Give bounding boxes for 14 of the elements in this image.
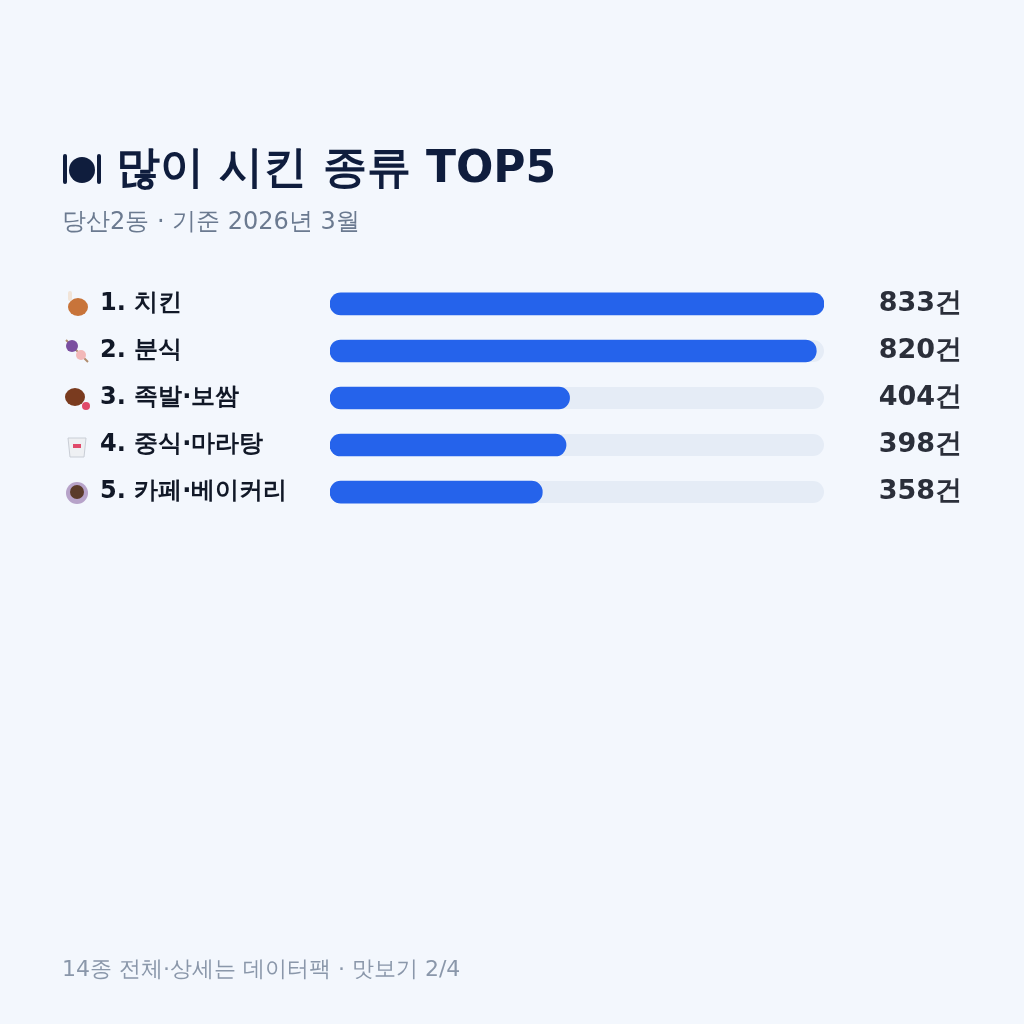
y-tick-label: 4. 중식·마라탕 <box>100 429 264 458</box>
data-label: 833건 <box>878 285 962 317</box>
data-label: 398건 <box>878 427 962 459</box>
text: 14종 전체·상세는 데이터팩 · 맛보기 2/4 <box>62 955 461 983</box>
bar <box>330 339 817 363</box>
y-tick-label: 2. 분식 <box>100 335 183 364</box>
data-label: 358건 <box>878 474 962 506</box>
y-tick-label: 5. 카페·베이커리 <box>100 476 288 505</box>
chart-subtitle: 당산2동 · 기준 2026년 3월 <box>62 206 360 237</box>
y-tick-label: 1. 치킨 <box>100 288 183 317</box>
chart-title: 많이 시킨 종류 TOP5 <box>116 140 557 194</box>
y-tick-label: 3. 족발·보쌈 <box>100 382 240 411</box>
data-label: 820건 <box>878 332 962 364</box>
data-label: 404건 <box>878 380 962 412</box>
